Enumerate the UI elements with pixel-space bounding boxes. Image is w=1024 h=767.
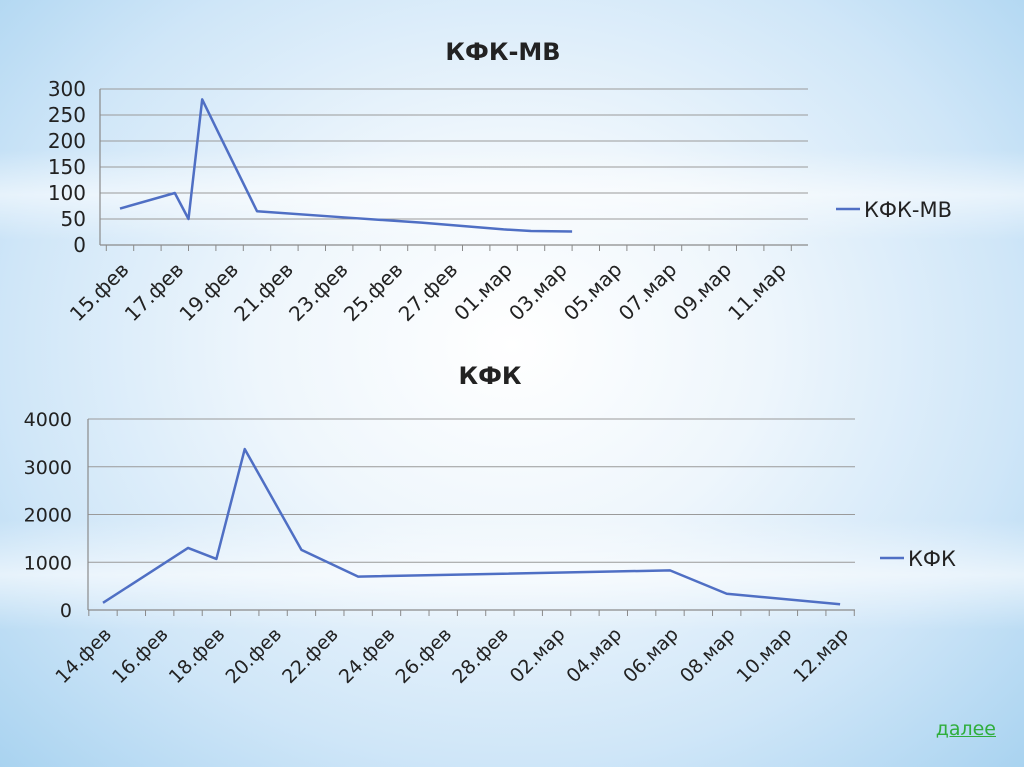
- legend-label: КФК-МВ: [864, 198, 952, 222]
- y-tick-label: 4000: [24, 409, 72, 431]
- y-tick-label: 0: [73, 233, 86, 257]
- x-tick-label: 28.фев: [448, 623, 513, 688]
- x-tick-label: 15.фев: [65, 257, 134, 326]
- x-tick-label: 22.фев: [278, 623, 343, 688]
- x-tick-label: 08.мар: [676, 623, 740, 687]
- chart-legend: КФК: [880, 547, 956, 571]
- y-tick-label: 50: [61, 207, 86, 231]
- x-tick-label: 06.мар: [619, 623, 683, 687]
- y-tick-label: 200: [48, 129, 86, 153]
- x-tick-label: 10.мар: [733, 623, 797, 687]
- chart-title: КФК: [458, 362, 521, 390]
- x-tick-label: 04.мар: [562, 623, 626, 687]
- x-tick-label: 26.фев: [392, 623, 457, 688]
- chart-title: КФК-МВ: [445, 38, 560, 66]
- x-tick-label: 20.фев: [221, 623, 286, 688]
- x-tick-label: 12.мар: [789, 623, 853, 687]
- chart-2: 0 1000 2000 3000 4000 14.фев16.фев18.фев20.фе…: [24, 409, 855, 688]
- series-line: [102, 447, 841, 606]
- x-tick-label: 01.мар: [449, 257, 517, 325]
- series-line: [119, 98, 573, 233]
- x-tick-label: 25.фев: [339, 257, 408, 326]
- next-link[interactable]: далее: [935, 718, 996, 740]
- x-tick-label: 09.мар: [668, 257, 736, 325]
- x-tick-label: 18.фев: [165, 623, 230, 688]
- x-tick-label: 17.фев: [120, 257, 189, 326]
- legend-label: КФК: [908, 547, 956, 571]
- y-tick-label: 2000: [24, 505, 72, 527]
- x-tick-label: 03.мар: [504, 257, 572, 325]
- x-tick-label: 24.фев: [335, 623, 400, 688]
- y-tick-label: 3000: [24, 457, 72, 479]
- y-tick-label: 150: [48, 155, 86, 179]
- x-tick-label: 19.фев: [174, 257, 243, 326]
- x-tick-label: 27.фев: [394, 257, 463, 326]
- y-tick-label: 1000: [24, 552, 72, 574]
- x-tick-label: 14.фев: [51, 623, 116, 688]
- x-tick-label: 21.фев: [229, 257, 298, 326]
- chart-legend: КФК-МВ: [836, 198, 952, 222]
- y-tick-label: 0: [60, 600, 72, 622]
- x-tick-label: 05.мар: [559, 257, 627, 325]
- x-tick-label: 07.мар: [614, 257, 682, 325]
- x-tick-label: 23.фев: [284, 257, 353, 326]
- x-tick-label: 02.мар: [506, 623, 570, 687]
- y-tick-label: 100: [48, 181, 86, 205]
- y-tick-label: 250: [48, 103, 86, 127]
- x-tick-label: 16.фев: [108, 623, 173, 688]
- y-tick-label: 300: [48, 77, 86, 101]
- x-tick-label: 11.мар: [723, 257, 791, 325]
